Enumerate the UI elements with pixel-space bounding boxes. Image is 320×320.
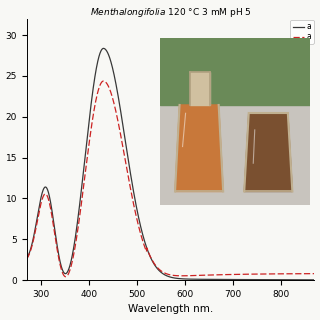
Title: $\it{Mentha longifolia}$ 120 °C 3 mM pH 5: $\it{Mentha longifolia}$ 120 °C 3 mM pH … (90, 5, 252, 19)
Polygon shape (244, 113, 292, 191)
Bar (190, 72, 210, 105)
Legend: a, a: a, a (291, 20, 314, 44)
X-axis label: Wavelength nm.: Wavelength nm. (128, 304, 213, 315)
Bar (160, 38, 310, 105)
Polygon shape (175, 105, 223, 191)
